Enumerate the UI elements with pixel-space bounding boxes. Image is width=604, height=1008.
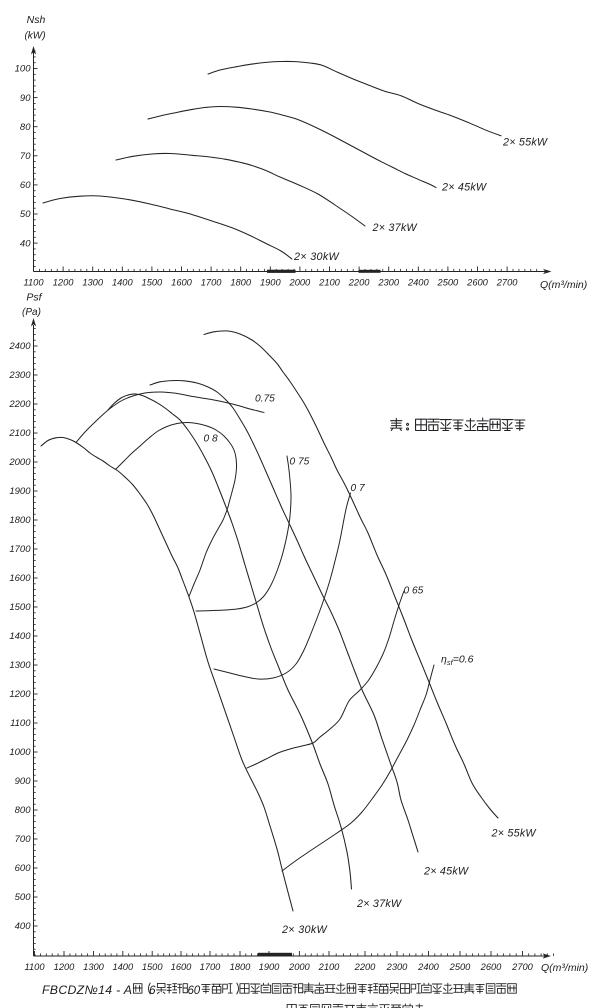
svg-text:1800: 1800: [9, 515, 31, 526]
svg-text:50: 50: [20, 209, 31, 220]
svg-text:1500: 1500: [9, 602, 31, 613]
svg-text:2× 37kW: 2× 37kW: [372, 222, 419, 234]
svg-text:1200: 1200: [53, 278, 75, 288]
svg-text:1400: 1400: [9, 631, 31, 642]
svg-text:2700: 2700: [511, 962, 534, 972]
svg-text:Q(m³/min): Q(m³/min): [540, 279, 587, 291]
svg-text:60: 60: [20, 180, 31, 191]
svg-text:1100: 1100: [25, 962, 46, 972]
svg-text:2200: 2200: [348, 278, 371, 288]
svg-text:1300: 1300: [83, 962, 105, 972]
svg-text:1500: 1500: [142, 962, 164, 972]
svg-text:2600: 2600: [466, 278, 489, 288]
svg-text:1900: 1900: [259, 962, 281, 972]
svg-text:1700: 1700: [9, 544, 31, 555]
svg-text:0.75: 0.75: [255, 394, 275, 405]
svg-text:2600: 2600: [480, 962, 503, 972]
svg-text:1000: 1000: [9, 747, 31, 758]
svg-text:1700: 1700: [201, 278, 223, 288]
svg-text:2100: 2100: [8, 428, 31, 439]
svg-text:1900: 1900: [9, 486, 31, 497]
svg-text:2000: 2000: [288, 962, 311, 972]
svg-text:1400: 1400: [112, 962, 134, 972]
svg-text:0 65: 0 65: [404, 586, 424, 597]
svg-text:70: 70: [20, 151, 31, 162]
svg-text:0 8: 0 8: [204, 434, 218, 445]
svg-text:1100: 1100: [10, 718, 31, 729]
svg-text:2× 45kW: 2× 45kW: [441, 182, 488, 194]
svg-text:1300: 1300: [9, 660, 31, 671]
svg-text:400: 400: [15, 921, 32, 932]
svg-text:2× 37kW: 2× 37kW: [356, 898, 403, 910]
svg-text:2100: 2100: [318, 962, 341, 972]
svg-text:2400: 2400: [8, 341, 31, 352]
svg-text:40: 40: [20, 238, 31, 249]
svg-text:Psf: Psf: [26, 292, 42, 304]
svg-text:2700: 2700: [496, 278, 519, 288]
svg-text:6: 6: [149, 985, 156, 997]
svg-text:600: 600: [15, 863, 32, 874]
svg-text:1600: 1600: [171, 962, 193, 972]
svg-text:1300: 1300: [82, 278, 104, 288]
svg-text:2× 45kW: 2× 45kW: [423, 866, 470, 878]
svg-text:2400: 2400: [407, 278, 430, 288]
svg-text:(Pa): (Pa): [22, 307, 41, 318]
svg-text:2400: 2400: [417, 962, 440, 972]
svg-text:700: 700: [15, 834, 32, 845]
svg-text:0 75: 0 75: [290, 457, 310, 468]
svg-text:2× 30kW: 2× 30kW: [281, 924, 329, 936]
svg-text:2300: 2300: [377, 278, 400, 288]
svg-text:1500: 1500: [142, 278, 164, 288]
svg-text:2300: 2300: [386, 962, 409, 972]
svg-text:2× 55kW: 2× 55kW: [491, 828, 538, 840]
svg-text:2500: 2500: [449, 962, 472, 972]
svg-text:800: 800: [15, 805, 32, 816]
svg-text:2× 30kW: 2× 30kW: [293, 251, 341, 263]
svg-text:2500: 2500: [437, 278, 460, 288]
svg-text:(kW): (kW): [24, 31, 45, 42]
svg-text:1200: 1200: [54, 962, 76, 972]
svg-text:90: 90: [20, 93, 31, 104]
svg-text:Nsh: Nsh: [27, 14, 46, 26]
svg-text:80: 80: [20, 122, 31, 133]
svg-text:1800: 1800: [230, 962, 252, 972]
svg-text:Q(m³/min): Q(m³/min): [541, 962, 588, 974]
svg-text:1400: 1400: [112, 278, 134, 288]
svg-text:0: 0: [194, 985, 201, 997]
svg-text:2200: 2200: [8, 399, 31, 410]
svg-text:1900: 1900: [260, 278, 282, 288]
svg-text:2300: 2300: [8, 370, 31, 381]
svg-text:ηsf=0.6: ηsf=0.6: [441, 654, 474, 668]
svg-text:1600: 1600: [171, 278, 193, 288]
svg-text:100: 100: [15, 64, 32, 75]
svg-text:2000: 2000: [289, 278, 312, 288]
svg-text:0 7: 0 7: [351, 483, 365, 494]
svg-text:1100: 1100: [24, 278, 45, 288]
svg-text:2× 55kW: 2× 55kW: [502, 137, 549, 149]
svg-text:2100: 2100: [318, 278, 341, 288]
svg-text:6: 6: [187, 985, 194, 997]
svg-text:500: 500: [15, 892, 32, 903]
svg-text:2200: 2200: [354, 962, 377, 972]
svg-text:FBCDZ№14 - A: FBCDZ№14 - A: [42, 983, 132, 997]
svg-text:1600: 1600: [9, 573, 31, 584]
svg-text:1200: 1200: [9, 689, 31, 700]
svg-text:900: 900: [15, 776, 32, 787]
svg-text:2000: 2000: [8, 457, 31, 468]
svg-text:1700: 1700: [200, 962, 222, 972]
svg-text:1800: 1800: [230, 278, 252, 288]
